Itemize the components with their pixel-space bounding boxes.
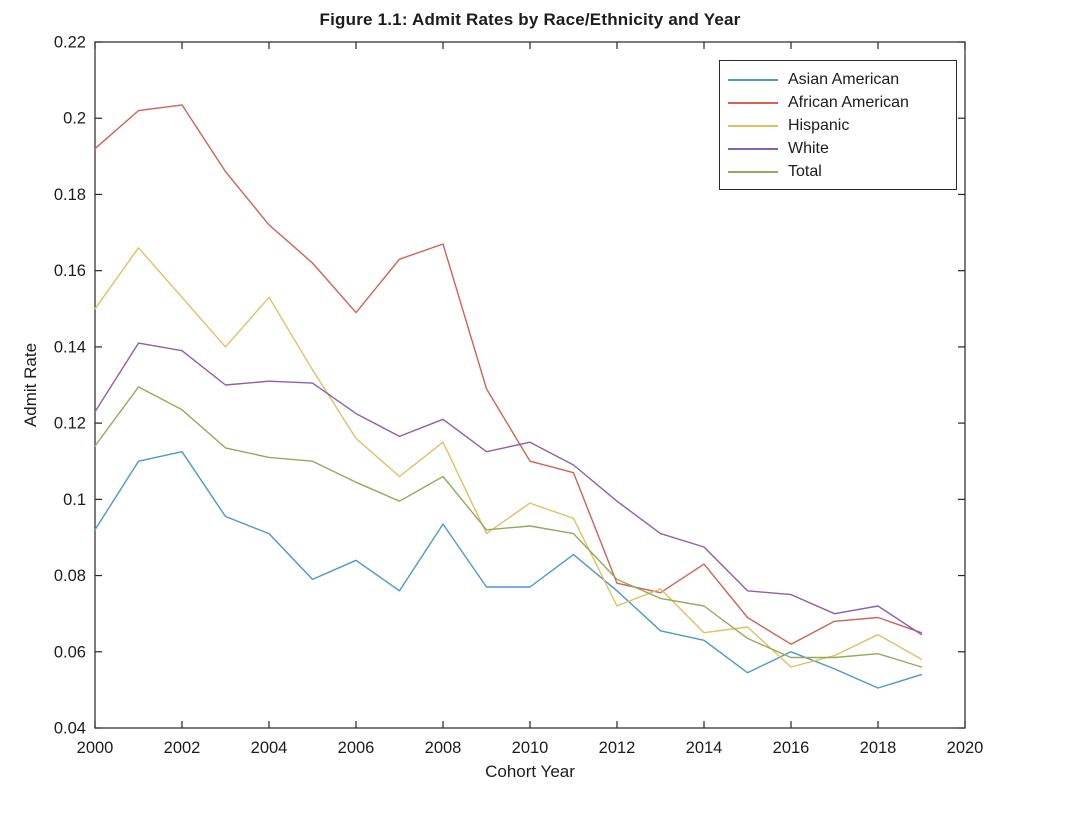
legend-label: Hispanic — [788, 116, 850, 134]
legend-line-swatch — [728, 124, 778, 127]
y-tick-label: 0.12 — [54, 415, 86, 433]
y-tick-label: 0.14 — [54, 338, 86, 356]
legend-label: African American — [788, 93, 909, 111]
legend-label: Total — [788, 163, 822, 181]
x-tick-label: 2004 — [251, 739, 288, 757]
legend-item: African American — [720, 91, 956, 114]
legend-line-swatch — [728, 148, 778, 151]
y-tick-label: 0.18 — [54, 186, 86, 204]
x-tick-label: 2008 — [425, 739, 462, 757]
x-tick-label: 2010 — [512, 739, 549, 757]
y-tick-label: 0.06 — [54, 643, 86, 661]
x-tick-label: 2018 — [860, 739, 897, 757]
chart-title: Figure 1.1: Admit Rates by Race/Ethnicit… — [319, 10, 741, 29]
x-tick-label: 2014 — [686, 739, 723, 757]
x-tick-label: 2012 — [599, 739, 636, 757]
y-tick-label: 0.2 — [63, 110, 86, 128]
series-line-total — [94, 386, 923, 668]
legend-item: Hispanic — [720, 114, 956, 137]
x-tick-label: 2002 — [164, 739, 201, 757]
series-line-african-american — [94, 104, 923, 645]
legend-line-swatch — [728, 171, 778, 174]
x-tick-label: 2016 — [773, 739, 810, 757]
series-line-hispanic — [94, 247, 923, 668]
legend-line-swatch — [728, 101, 778, 104]
x-tick-label: 2006 — [338, 739, 375, 757]
y-tick-label: 0.22 — [54, 34, 86, 52]
series-line-asian-american — [94, 451, 923, 689]
legend-item: Asian American — [720, 68, 956, 91]
x-tick-label: 2000 — [77, 739, 114, 757]
legend-label: White — [788, 140, 829, 158]
legend: Asian American African American Hispanic Wh… — [719, 60, 957, 190]
y-tick-label: 0.16 — [54, 262, 86, 280]
x-axis-label: Cohort Year — [485, 762, 575, 781]
y-tick-label: 0.04 — [54, 720, 86, 738]
legend-item: White — [720, 138, 956, 161]
series-line-white — [94, 342, 923, 636]
x-tick-label: 2020 — [947, 739, 984, 757]
y-tick-label: 0.1 — [63, 491, 86, 509]
y-tick-label: 0.08 — [54, 567, 86, 585]
legend-line-swatch — [728, 78, 778, 81]
legend-item: Total — [720, 161, 956, 184]
legend-label: Asian American — [788, 70, 900, 88]
